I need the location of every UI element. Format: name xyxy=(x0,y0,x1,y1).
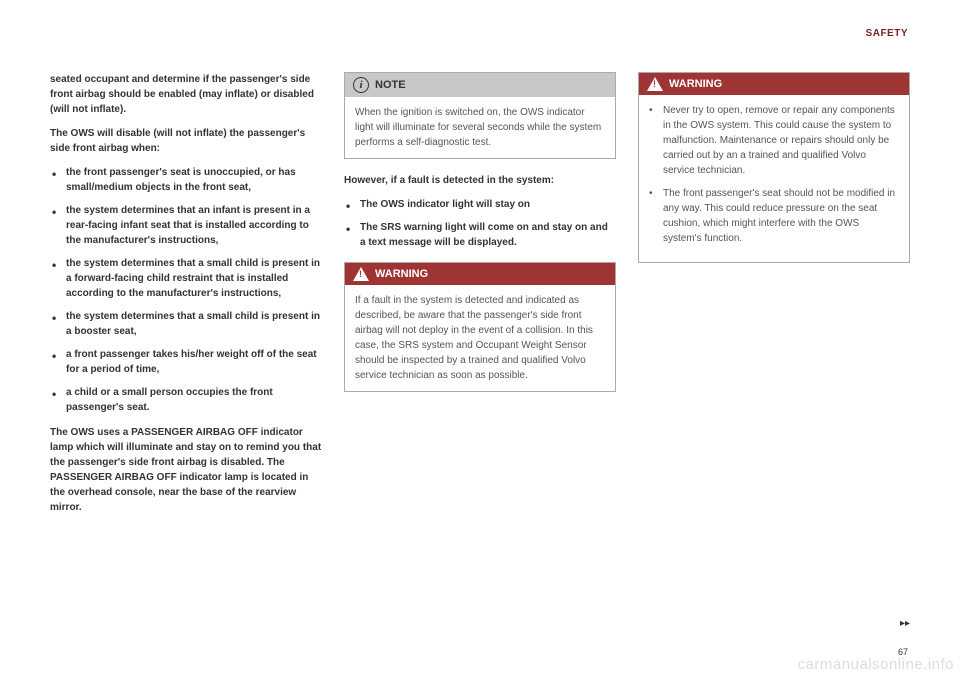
warning-body: Never try to open, remove or repair any … xyxy=(639,95,909,262)
warning-body: If a fault in the system is detected and… xyxy=(345,285,615,391)
warning-triangle-icon xyxy=(353,267,369,281)
column-3: WARNING Never try to open, remove or rep… xyxy=(638,72,910,524)
warning-triangle-icon xyxy=(647,77,663,91)
bullet-item: the system determines that an infant is … xyxy=(50,203,322,248)
column-1: seated occupant and determine if the pas… xyxy=(50,72,322,524)
warning-title: WARNING xyxy=(375,268,428,280)
warning-box: WARNING If a fault in the system is dete… xyxy=(344,262,616,392)
note-box: i NOTE When the ignition is switched on,… xyxy=(344,72,616,159)
bullet-item: the front passenger's seat is unoccupied… xyxy=(50,165,322,195)
bullet-item: The front passenger's seat should not be… xyxy=(649,186,899,246)
section-header: SAFETY xyxy=(866,28,908,39)
column-2: i NOTE When the ignition is switched on,… xyxy=(344,72,616,524)
fault-intro: However, if a fault is detected in the s… xyxy=(344,173,616,188)
intro-paragraph: seated occupant and determine if the pas… xyxy=(50,72,322,117)
bullet-item: The SRS warning light will come on and s… xyxy=(344,220,616,250)
bullet-item: Never try to open, remove or repair any … xyxy=(649,103,899,178)
warning-box: WARNING Never try to open, remove or rep… xyxy=(638,72,910,263)
warning-header: WARNING xyxy=(345,263,615,285)
bullet-item: a front passenger takes his/her weight o… xyxy=(50,347,322,377)
disable-bullets: the front passenger's seat is unoccupied… xyxy=(50,165,322,415)
watermark: carmanualsonline.info xyxy=(798,656,954,673)
disable-intro: The OWS will disable (will not inflate) … xyxy=(50,126,322,156)
note-title: NOTE xyxy=(375,79,406,91)
bullet-item: the system determines that a small child… xyxy=(50,256,322,301)
outro-paragraph: The OWS uses a PASSENGER AIRBAG OFF indi… xyxy=(50,425,322,515)
bullet-item: The OWS indicator light will stay on xyxy=(344,197,616,212)
warning-bullets: Never try to open, remove or repair any … xyxy=(649,103,899,246)
content-columns: seated occupant and determine if the pas… xyxy=(50,72,910,524)
note-body: When the ignition is switched on, the OW… xyxy=(345,97,615,158)
bullet-item: the system determines that a small child… xyxy=(50,309,322,339)
warning-title: WARNING xyxy=(669,78,722,90)
info-icon: i xyxy=(353,77,369,93)
warning-header: WARNING xyxy=(639,73,909,95)
bullet-item: a child or a small person occupies the f… xyxy=(50,385,322,415)
note-header: i NOTE xyxy=(345,73,615,97)
fault-bullets: The OWS indicator light will stay on The… xyxy=(344,197,616,250)
continue-icon: ▸▸ xyxy=(900,618,910,629)
